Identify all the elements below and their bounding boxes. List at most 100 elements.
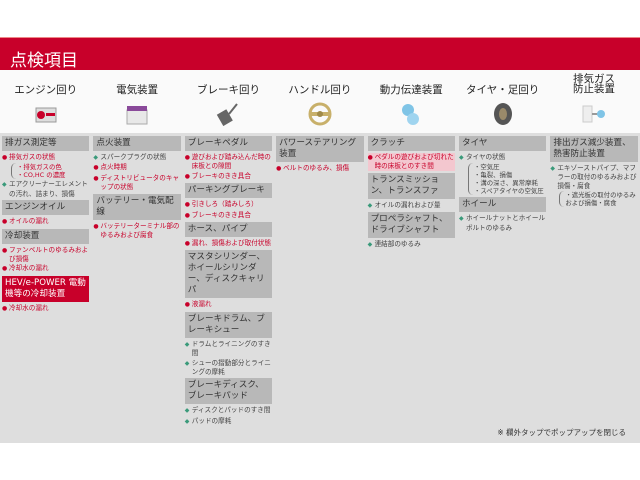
check-item-text: 冷却水の漏れ bbox=[9, 303, 49, 312]
category-exhaust[interactable]: 排気ガス 防止装置 bbox=[548, 70, 639, 133]
red-bullet-icon: ● bbox=[2, 154, 8, 161]
check-item-text: ブレーキのきき具合 bbox=[191, 171, 251, 180]
check-item: ● オイルの漏れ bbox=[2, 217, 89, 226]
green-diamond-icon: ◆ bbox=[184, 407, 190, 415]
section-title: バッテリー・電気配線 bbox=[93, 193, 181, 220]
check-item-text: ディストリビュータのキャップの状態 bbox=[100, 173, 180, 192]
check-item-text: オイルの漏れおよび量 bbox=[374, 200, 441, 209]
check-item: ◆ タイヤの状態 bbox=[459, 153, 546, 162]
check-item-text: 連結部のゆるみ bbox=[374, 240, 421, 249]
check-item: ● 漏れ、損傷および取付状態 bbox=[185, 239, 272, 248]
section-title: ホース、パイプ bbox=[184, 222, 273, 238]
check-item: ◆ ホイールナットとホイールボルトのゆるみ bbox=[459, 214, 546, 232]
red-bullet-icon: ● bbox=[93, 174, 99, 182]
section-title: マスタシリンダー、ホイールシリンダー、ディスクキャリパ bbox=[184, 250, 273, 299]
section-title: プロペラシャフト、ドライブシャフト bbox=[367, 212, 455, 239]
sub-item-list: ・空気圧 ・亀裂、損傷 ・溝の深さ、異常摩耗 ・スペアタイヤの空気圧 bbox=[467, 163, 546, 196]
tire-icon bbox=[490, 102, 516, 126]
category-brake-pedal[interactable]: ブレーキ回り bbox=[183, 70, 274, 133]
category-label: ブレーキ回り bbox=[196, 84, 260, 96]
red-bullet-icon: ● bbox=[93, 164, 99, 172]
section-title: パワーステアリング装置 bbox=[276, 136, 364, 162]
section: 排出ガス減少装置、熱害防止装置 ◆ エキゾーストパイプ、マフラーの取付のゆるみおよび… bbox=[550, 136, 638, 208]
section-title: ホイール bbox=[458, 197, 547, 213]
steering-wheel-icon bbox=[307, 102, 333, 126]
category-gears[interactable]: 動力伝達装置 bbox=[366, 70, 457, 133]
check-item: ◆ エアクリーナーエレメントの汚れ、詰まり、損傷 bbox=[2, 180, 89, 198]
engine-icon bbox=[33, 102, 59, 126]
section-title: タイヤ bbox=[458, 136, 547, 151]
check-item: ◆ ディスクとパッドのすき間 bbox=[185, 406, 272, 415]
check-item-text: スパークプラグの状態 bbox=[100, 153, 167, 161]
red-bullet-icon: ● bbox=[184, 211, 191, 219]
check-item-text: シューの摺動部分とライニングの摩耗 bbox=[191, 358, 271, 377]
section: 排ガス測定等 ● 排気ガスの状態 ・排気ガスの色 ・CO,HC の濃度 ◆ エアクリーナーエ… bbox=[2, 136, 90, 198]
check-item-text: ペダルの遊びおよび切れた時の床板とのすき間 bbox=[374, 153, 454, 171]
check-item: ● 排気ガスの状態 bbox=[2, 153, 89, 162]
sub-item: ・溝の深さ、異常摩耗 bbox=[473, 179, 538, 188]
section: HEV/e-POWER 電動機等の冷却装置 ● 冷却水の漏れ bbox=[2, 275, 90, 313]
category-label: ハンドル回り bbox=[288, 84, 352, 96]
page-title: 点検項目 bbox=[0, 37, 640, 71]
sub-item: ・亀裂、損傷 bbox=[473, 171, 513, 180]
check-item: ● ブレーキのきき具合 bbox=[185, 172, 272, 181]
section: ホース、パイプ ● 漏れ、損傷および取付状態 bbox=[184, 222, 273, 248]
section: パーキングブレーキ ● 引きしろ（踏みしろ） ● ブレーキのきき具合 bbox=[184, 183, 273, 220]
category-label: タイヤ・足回り bbox=[466, 84, 540, 96]
section: バッテリー・電気配線 ● バッテリーターミナル部のゆるみおよび腐食 bbox=[93, 193, 181, 240]
gears-icon bbox=[398, 102, 424, 126]
category-battery[interactable]: 電気装置 bbox=[91, 70, 182, 133]
category-bar: エンジン回り 電気装置 ブレーキ回り ハンドル回り 動力伝達装置 タイヤ・足回り 排気ガス防… bbox=[0, 70, 640, 133]
check-item: ● 点火時期 bbox=[93, 163, 180, 172]
section: 冷却装置 ● ファンベルトのゆるみおよび損傷 ● 冷却水の漏れ bbox=[2, 228, 90, 274]
check-item-text: ドラムとライニングのすき間 bbox=[191, 339, 271, 358]
green-diamond-icon: ◆ bbox=[184, 340, 190, 348]
sub-item-list: ・遮光板の取付のゆるみおよび損傷・腐食 bbox=[559, 191, 637, 208]
check-item: ● ファンベルトのゆるみおよび損傷 bbox=[2, 246, 89, 264]
category-tire[interactable]: タイヤ・足回り bbox=[457, 70, 548, 133]
check-item: ◆ エキゾーストパイプ、マフラーの取付のゆるみおよび損傷・腐食 bbox=[550, 164, 637, 190]
check-item: ◆ パッドの摩耗 bbox=[185, 417, 272, 426]
column-0: 排ガス測定等 ● 排気ガスの状態 ・排気ガスの色 ・CO,HC の濃度 ◆ エアクリーナーエ… bbox=[0, 133, 91, 443]
section-title: トランスミッション、トランスファ bbox=[367, 172, 455, 199]
check-item-text: 遊びおよび踏み込んだ時の床板との隙間 bbox=[191, 153, 271, 171]
section: エンジンオイル ● オイルの漏れ bbox=[2, 200, 90, 226]
red-bullet-icon: ● bbox=[93, 222, 99, 230]
section-title: ブレーキディスク、ブレーキパッド bbox=[184, 378, 273, 405]
green-diamond-icon: ◆ bbox=[550, 165, 555, 172]
check-item-text: ファンベルトのゆるみおよび損傷 bbox=[9, 245, 89, 264]
column-1: 点火装置 ◆ スパークプラグの状態 ● 点火時期 ● ディストリビュータのキャップの状態 バッ… bbox=[91, 133, 182, 443]
red-bullet-icon: ● bbox=[2, 246, 8, 254]
check-item-text: 冷却水の漏れ bbox=[9, 264, 49, 273]
check-item: ◆ ドラムとライニングのすき間 bbox=[185, 340, 272, 358]
column-3: パワーステアリング装置 ● ベルトのゆるみ、損傷 bbox=[274, 133, 365, 443]
check-item-text: ブレーキのきき具合 bbox=[191, 210, 251, 219]
section-title: 排ガス測定等 bbox=[2, 136, 90, 151]
section-title: ブレーキペダル bbox=[184, 136, 273, 151]
check-item-text: 点火時期 bbox=[100, 163, 127, 172]
check-item-text: 液漏れ bbox=[191, 300, 212, 309]
green-diamond-icon: ◆ bbox=[184, 417, 190, 425]
check-item-text: ベルトのゆるみ、損傷 bbox=[283, 164, 350, 172]
sub-item: ・スペアタイヤの空気圧 bbox=[473, 187, 544, 196]
section: ブレーキペダル ● 遊びおよび踏み込んだ時の床板との隙間 ● ブレーキのきき具合 bbox=[184, 136, 273, 181]
check-item-text: エキゾーストパイプ、マフラーの取付のゆるみおよび損傷・腐食 bbox=[557, 164, 637, 190]
column-5: タイヤ ◆ タイヤの状態 ・空気圧 ・亀裂、損傷 ・溝の深さ、異常摩耗 ・スペアタイヤの空気… bbox=[457, 133, 548, 443]
check-item-text: パッドの摩耗 bbox=[191, 416, 232, 425]
category-label: 電気装置 bbox=[116, 84, 159, 96]
red-bullet-icon: ● bbox=[184, 172, 191, 180]
section: 点火装置 ◆ スパークプラグの状態 ● 点火時期 ● ディストリビュータのキャップの状態 bbox=[93, 136, 181, 192]
category-engine[interactable]: エンジン回り bbox=[0, 70, 91, 133]
check-item: ● バッテリーターミナル部のゆるみおよび腐食 bbox=[93, 222, 180, 240]
category-label: 排気ガス bbox=[573, 73, 616, 85]
check-item: ● ブレーキのきき具合 bbox=[185, 211, 272, 220]
category-steering-wheel[interactable]: ハンドル回り bbox=[274, 70, 365, 133]
check-item-text: オイルの漏れ bbox=[9, 217, 49, 226]
green-diamond-icon: ◆ bbox=[93, 154, 99, 161]
category-label: 動力伝達装置 bbox=[379, 84, 443, 96]
sub-item: ・排気ガスの色 bbox=[17, 163, 62, 172]
check-item-text: 引きしろ（踏みしろ） bbox=[191, 200, 258, 209]
check-item-text: バッテリーターミナル部のゆるみおよび腐食 bbox=[100, 221, 180, 240]
green-diamond-icon: ◆ bbox=[458, 215, 464, 223]
check-item-text: 排気ガスの状態 bbox=[9, 153, 56, 161]
